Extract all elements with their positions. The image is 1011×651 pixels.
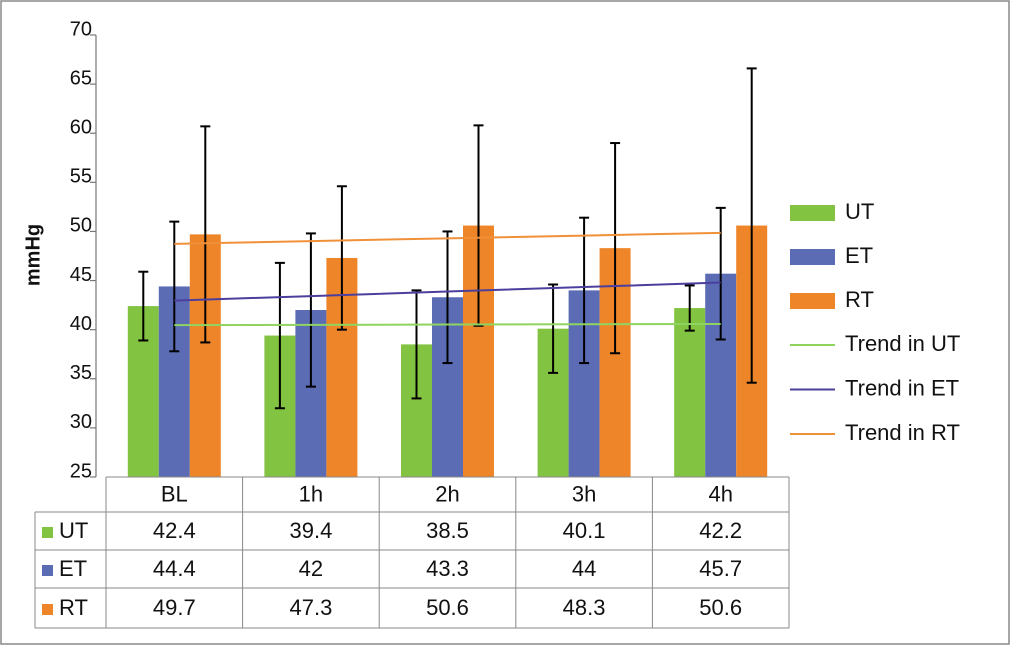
trend-line: [174, 231, 721, 245]
table-cell: 42.4: [153, 518, 196, 543]
table-cell: 42.2: [699, 518, 742, 543]
error-bar: [274, 261, 285, 410]
table-cell: 45.7: [699, 556, 742, 581]
table-cell: 50.6: [426, 595, 469, 620]
table-cell: 40.1: [563, 518, 606, 543]
error-bar: [715, 206, 726, 341]
legend-label: Trend in RT: [845, 420, 960, 445]
table-cell: 38.5: [426, 518, 469, 543]
table-cell: 50.6: [699, 595, 742, 620]
x-tick-label: 3h: [572, 481, 596, 506]
y-tick-label: 25: [70, 460, 92, 482]
error-bar: [579, 216, 590, 365]
table-swatch: [42, 604, 53, 615]
table-cell: 43.3: [426, 556, 469, 581]
legend-label: Trend in UT: [845, 331, 960, 356]
error-bar: [442, 230, 453, 365]
x-tick-label: 1h: [299, 481, 323, 506]
y-tick-label: 40: [70, 313, 92, 335]
y-tick-label: 60: [70, 117, 92, 139]
trend-line: [174, 281, 721, 302]
table-cell: 42: [299, 556, 323, 581]
legend-label: RT: [845, 287, 874, 312]
error-bar: [610, 142, 621, 355]
error-bar: [336, 185, 347, 331]
y-tick-label: 65: [70, 67, 92, 89]
error-bar: [411, 289, 422, 400]
x-tick-label: 4h: [708, 481, 732, 506]
error-bar: [746, 67, 757, 384]
y-axis-title: mmHg: [22, 224, 44, 286]
y-tick-label: 55: [70, 166, 92, 188]
error-bar: [548, 283, 559, 374]
table-swatch: [42, 527, 53, 538]
table-cell: 49.7: [153, 595, 196, 620]
legend-label: UT: [845, 199, 874, 224]
y-tick-label: 50: [70, 215, 92, 237]
y-tick-label: 30: [70, 411, 92, 433]
y-tick-label: 45: [70, 264, 92, 286]
y-tick-label: 70: [70, 18, 92, 40]
table-swatch: [42, 565, 53, 576]
legend-label: ET: [845, 243, 873, 268]
error-bar: [473, 124, 484, 327]
legend-label: Trend in ET: [845, 375, 959, 400]
error-bar: [305, 232, 316, 388]
x-tick-label: BL: [161, 481, 188, 506]
table-row-label: RT: [59, 595, 88, 620]
table-cell: 47.3: [289, 595, 332, 620]
table-cell: 44: [572, 556, 596, 581]
legend-swatch: [790, 293, 835, 309]
x-tick-label: 2h: [435, 481, 459, 506]
table-row-label: ET: [59, 556, 87, 581]
table-cell: 39.4: [289, 518, 332, 543]
trend-line: [174, 322, 721, 327]
table-row-label: UT: [59, 518, 88, 543]
bar: [674, 308, 706, 477]
legend-swatch: [790, 205, 835, 221]
y-tick-label: 35: [70, 362, 92, 384]
table-cell: 44.4: [153, 556, 196, 581]
error-bar: [138, 270, 149, 342]
error-bar: [200, 125, 211, 344]
table-cell: 48.3: [563, 595, 606, 620]
legend-swatch: [790, 249, 835, 265]
